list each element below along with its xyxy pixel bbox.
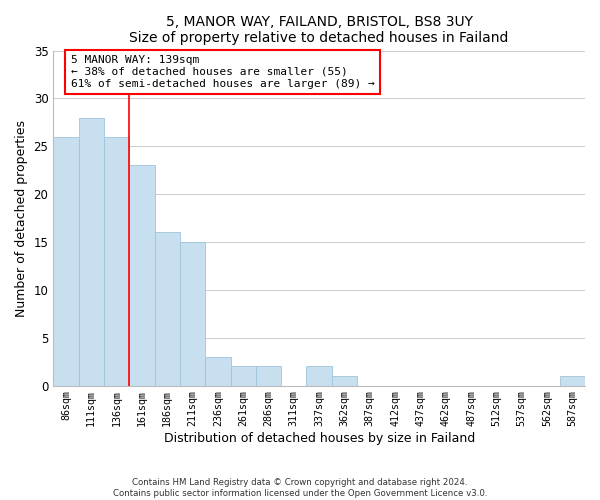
Bar: [256, 366, 281, 386]
Bar: [79, 118, 104, 386]
Bar: [205, 357, 230, 386]
Bar: [155, 232, 180, 386]
Bar: [307, 366, 332, 386]
Y-axis label: Number of detached properties: Number of detached properties: [15, 120, 28, 316]
Bar: [332, 376, 357, 386]
Bar: [104, 136, 129, 386]
X-axis label: Distribution of detached houses by size in Failand: Distribution of detached houses by size …: [164, 432, 475, 445]
Bar: [560, 376, 585, 386]
Text: 5 MANOR WAY: 139sqm
← 38% of detached houses are smaller (55)
61% of semi-detach: 5 MANOR WAY: 139sqm ← 38% of detached ho…: [71, 56, 375, 88]
Bar: [53, 136, 79, 386]
Title: 5, MANOR WAY, FAILAND, BRISTOL, BS8 3UY
Size of property relative to detached ho: 5, MANOR WAY, FAILAND, BRISTOL, BS8 3UY …: [130, 15, 509, 45]
Bar: [180, 242, 205, 386]
Bar: [129, 166, 155, 386]
Text: Contains HM Land Registry data © Crown copyright and database right 2024.
Contai: Contains HM Land Registry data © Crown c…: [113, 478, 487, 498]
Bar: [230, 366, 256, 386]
